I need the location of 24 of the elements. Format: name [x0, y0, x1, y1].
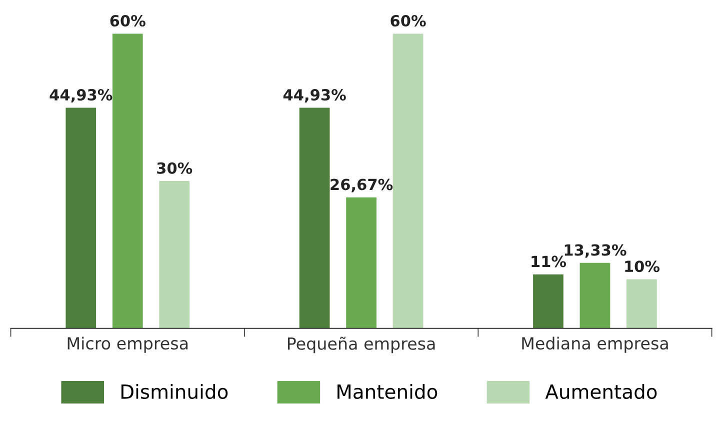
x-tick-label: Mediana empresa — [522, 336, 668, 353]
bar — [159, 181, 190, 328]
bar — [299, 108, 330, 328]
data-label: 30% — [157, 162, 192, 174]
bar — [346, 197, 376, 328]
bar — [580, 262, 610, 328]
data-label: 44,93% — [50, 89, 112, 103]
data-label: 11% — [532, 256, 566, 268]
data-label: 60% — [390, 14, 426, 27]
bar — [626, 279, 657, 328]
legend-label: Disminuido — [121, 384, 228, 400]
legend-label: Aumentado — [545, 384, 657, 400]
data-label: 60% — [110, 14, 146, 27]
data-label: 26,67% — [330, 178, 393, 192]
bar — [533, 274, 564, 328]
x-tick-label: Pequeña empresa — [288, 336, 435, 354]
bar — [66, 108, 96, 328]
bar — [392, 34, 424, 328]
x-tick-label: Micro empresa — [68, 336, 188, 353]
data-label: 44,93% — [283, 89, 346, 103]
data-label: 10% — [625, 260, 660, 272]
bar — [112, 34, 143, 328]
legend-label: Mantenido — [338, 384, 438, 400]
data-label: 13,33% — [564, 244, 626, 258]
